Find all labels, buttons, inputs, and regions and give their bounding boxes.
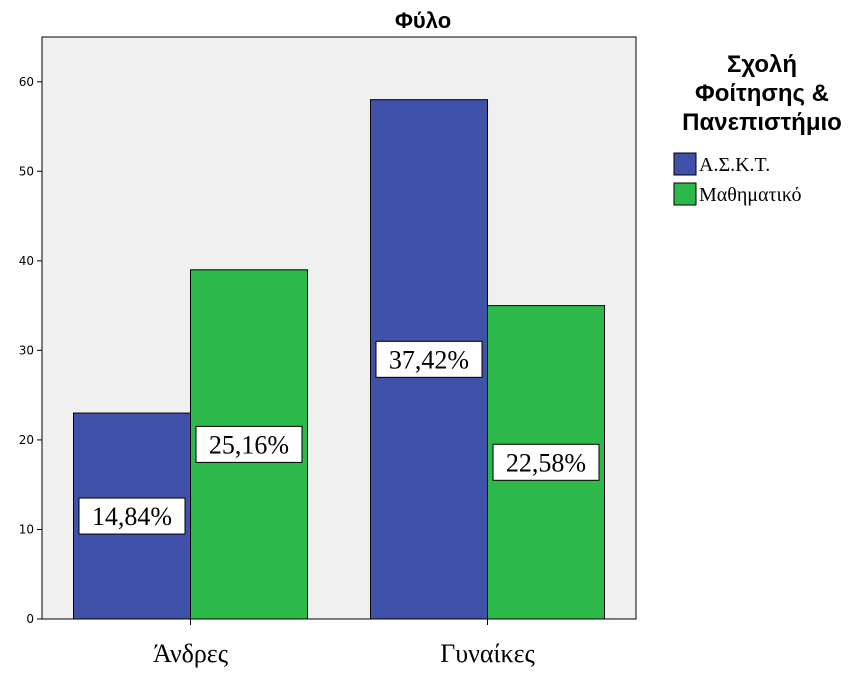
legend-label: Α.Σ.Κ.Τ. [699,154,770,176]
data-labels: 14,84% 25,16% 37,42% 22,58% [78,340,600,535]
legend-title-line: Πανεπιστήμιο [682,109,842,136]
y-tick-label: 50 [19,164,34,178]
chart-title: Φύλο [395,8,451,33]
data-label: 22,58% [506,448,586,477]
y-tick-label: 40 [19,254,34,268]
legend-swatch [673,182,697,206]
x-tick-label: Άνδρες [153,639,229,668]
data-label-box [195,425,303,463]
data-label-box [78,497,186,535]
legend-label: Μαθηματικό [699,184,802,206]
x-axis: Άνδρες Γυναίκες [153,619,536,668]
y-tick-label: 60 [19,75,34,89]
y-tick-label: 10 [19,522,34,536]
data-label: 25,16% [209,430,289,459]
x-tick-label: Γυναίκες [440,639,535,668]
y-tick-label: 20 [19,433,34,447]
legend-title-line: Σχολή [727,51,797,78]
legend-swatch [673,152,697,176]
y-tick-label: 30 [19,343,34,357]
data-label-box [375,340,483,378]
legend-title-line: Φοίτησης & [695,80,829,107]
data-label: 14,84% [92,502,172,531]
y-tick-label: 0 [26,612,34,626]
y-axis: 0 10 20 30 40 50 60 [19,75,42,626]
data-label: 37,42% [389,345,469,374]
data-label-box [492,443,600,481]
